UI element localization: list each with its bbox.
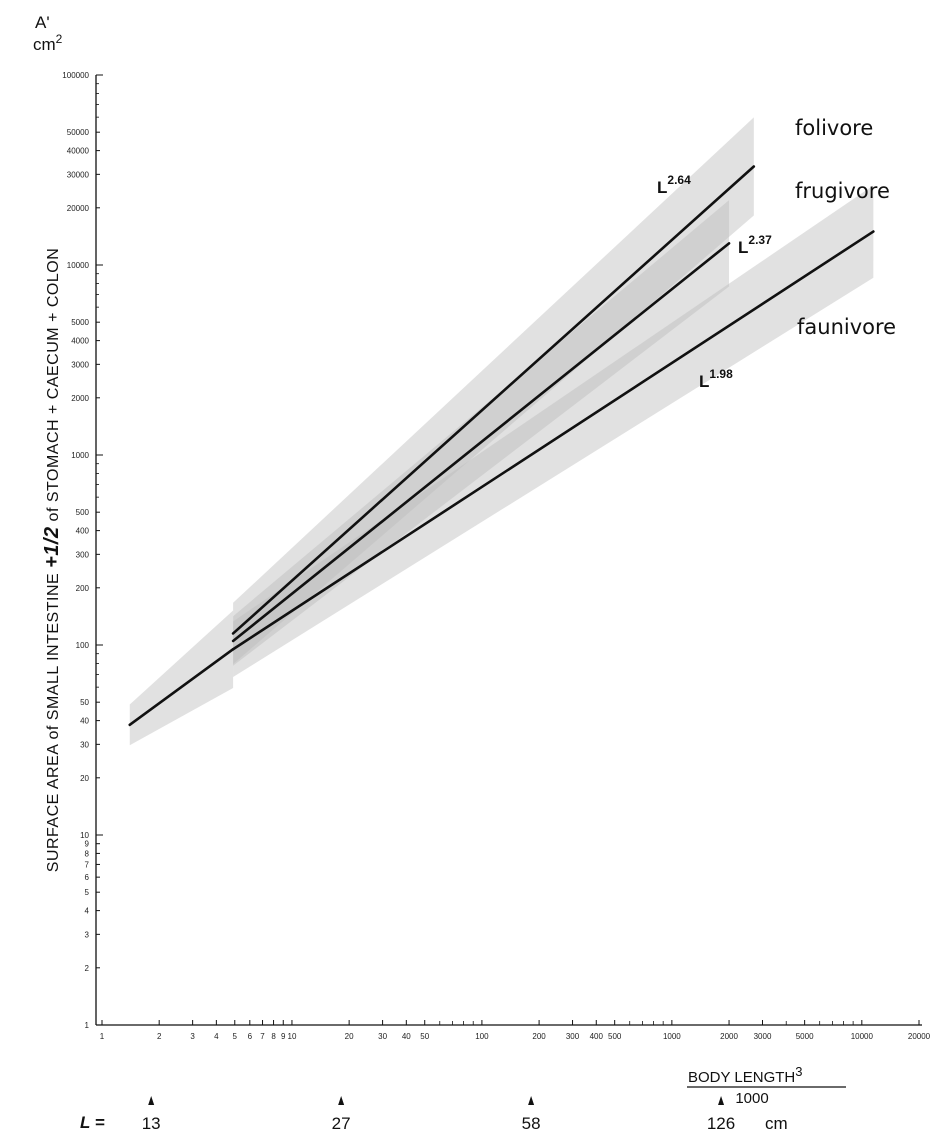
y-tick-label: 100000 <box>62 71 89 80</box>
series-line-faunivore <box>231 230 875 651</box>
x-tick-label: 4 <box>214 1032 219 1041</box>
y-unit-power: 2 <box>56 32 63 46</box>
y-tick-label: 6 <box>85 873 90 882</box>
body-length-unit: cm <box>765 1114 788 1133</box>
x-tick-label: 300 <box>566 1032 580 1041</box>
x-tick-label: 20000 <box>908 1032 931 1041</box>
y-tick-label: 20 <box>80 774 89 783</box>
y-tick-label: 3 <box>85 930 90 939</box>
y-tick-label: 2 <box>85 964 90 973</box>
y-tick-label: 3000 <box>71 360 89 369</box>
y-tick-label: 10000 <box>67 261 90 270</box>
label-folivore: folivore <box>795 116 873 140</box>
y-tick-label: 100 <box>76 641 90 650</box>
y-tick-label: 2000 <box>71 394 89 403</box>
x-tick-label: 30 <box>378 1032 387 1041</box>
body-length-marks: 13 27 58 126 <box>142 1096 735 1133</box>
body-length-value: 27 <box>332 1114 351 1133</box>
x-tick-label: 5000 <box>796 1032 814 1041</box>
series-line-common <box>128 647 235 727</box>
x-tick-label: 40 <box>402 1032 411 1041</box>
x-tick-label: 1000 <box>663 1032 681 1041</box>
body-length-value: 13 <box>142 1114 161 1133</box>
x-tick-label: 2 <box>157 1032 162 1041</box>
y-tick-label: 1 <box>85 1021 90 1030</box>
x-ticks: 1 2 3 4 5 6 7 8 9 10 20 30 40 50 100 200 300 400 500 1000 20… <box>100 1020 931 1041</box>
y-tick-label: 5 <box>85 888 90 897</box>
x-tick-label: 5 <box>233 1032 238 1041</box>
y-tick-label: 30 <box>80 740 89 749</box>
ylabel-part-c: of STOMACH + CAECUM + COLON <box>45 248 62 527</box>
band-common <box>129 610 234 746</box>
y-tick-label: 500 <box>76 508 90 517</box>
x-tick-label: 3000 <box>754 1032 772 1041</box>
y-unit: cm2 <box>33 32 63 54</box>
x-axis-label-numerator: BODY LENGTH3 <box>688 1064 802 1086</box>
confidence-bands <box>129 117 874 746</box>
exponent-frugivore: L2.37 <box>738 233 772 257</box>
x-tick-label: 8 <box>271 1032 276 1041</box>
x-tick-label: 7 <box>260 1032 265 1041</box>
y-tick-label: 9 <box>85 840 90 849</box>
x-tick-label: 10 <box>288 1032 297 1041</box>
y-tick-label: 7 <box>85 860 90 869</box>
y-tick-label: 200 <box>76 584 90 593</box>
y-tick-label: 40 <box>80 717 89 726</box>
body-length-value: 126 <box>707 1114 735 1133</box>
x-tick-label: 9 <box>281 1032 286 1041</box>
y-tick-label: 4000 <box>71 337 89 346</box>
y-tick-label: 10 <box>80 831 89 840</box>
y-tick-label: 5000 <box>71 318 89 327</box>
series-line-frugivore <box>231 242 731 643</box>
y-tick-label: 50 <box>80 698 89 707</box>
x-tick-label: 500 <box>608 1032 622 1041</box>
x-axis-label-denominator: 1000 <box>735 1090 768 1107</box>
y-tick-label: 30000 <box>67 170 90 179</box>
y-unit-top: A' <box>35 13 50 32</box>
y-unit-bottom: cm <box>33 35 56 54</box>
band-frugivore <box>233 200 730 666</box>
body-length-arrow <box>718 1096 725 1105</box>
y-tick-label: 8 <box>85 849 90 858</box>
ylabel-part-a: SURFACE AREA of SMALL INTESTINE <box>45 568 62 872</box>
x-tick-label: 6 <box>248 1032 253 1041</box>
x-tick-label: 50 <box>420 1032 429 1041</box>
y-tick-label: 400 <box>76 527 90 536</box>
y-tick-label: 300 <box>76 550 90 559</box>
x-tick-label: 3 <box>190 1032 195 1041</box>
y-tick-label: 50000 <box>67 128 90 137</box>
regression-lines <box>128 165 875 727</box>
series-line-folivore <box>231 165 756 635</box>
x-tick-label: 20 <box>345 1032 354 1041</box>
y-tick-label: 40000 <box>67 147 90 156</box>
body-length-value: 58 <box>522 1114 541 1133</box>
x-tick-label: 1 <box>100 1032 105 1041</box>
x-tick-label: 400 <box>590 1032 604 1041</box>
y-axis-label: SURFACE AREA of SMALL INTESTINE +1/2 of … <box>41 248 63 873</box>
x-tick-label: 2000 <box>720 1032 738 1041</box>
ylabel-part-b: +1/2 <box>41 526 63 567</box>
x-tick-label: 10000 <box>851 1032 874 1041</box>
y-tick-label: 4 <box>85 907 90 916</box>
body-length-arrow <box>338 1096 345 1105</box>
x-tick-label: 200 <box>532 1032 546 1041</box>
band-folivore <box>233 117 754 665</box>
body-length-prefix: L = <box>80 1113 105 1132</box>
body-length-arrow <box>528 1096 535 1105</box>
x-tick-label: 100 <box>475 1032 489 1041</box>
band-faunivore <box>233 185 874 677</box>
y-tick-label: 1000 <box>71 451 89 460</box>
label-frugivore: frugivore <box>795 179 890 203</box>
label-faunivore: faunivore <box>797 315 896 339</box>
body-length-arrow <box>148 1096 155 1105</box>
y-tick-label: 20000 <box>67 204 90 213</box>
